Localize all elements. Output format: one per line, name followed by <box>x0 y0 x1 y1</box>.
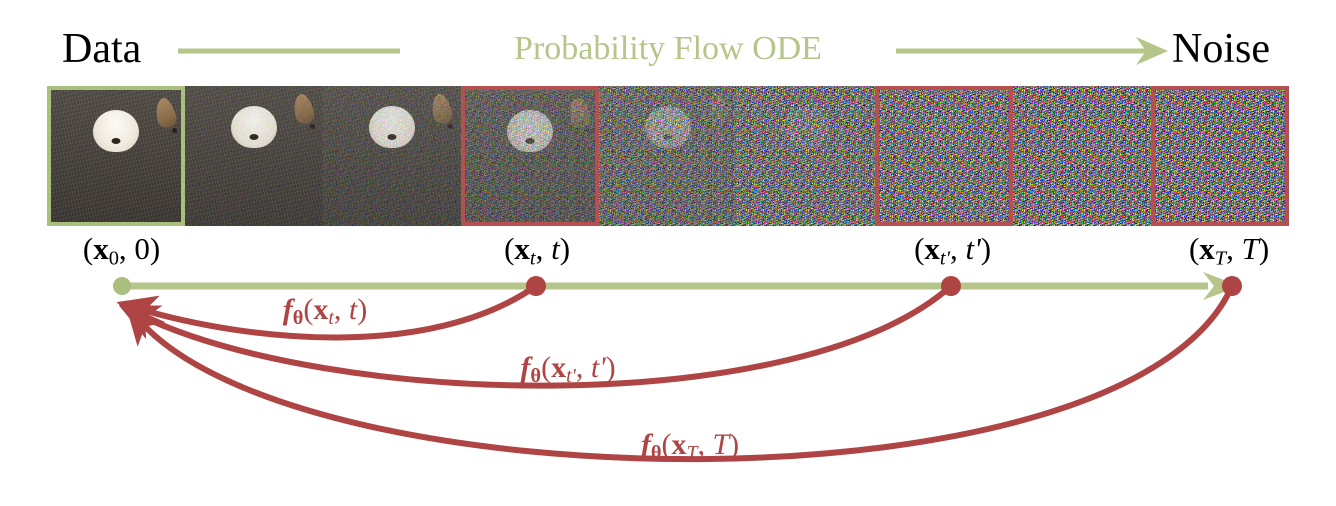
noise-layer-fine <box>185 86 323 226</box>
noise-layer-fine <box>599 86 737 226</box>
dog-photo <box>323 86 461 226</box>
noise-layer-fine <box>1013 86 1151 226</box>
node-dot-xtprime <box>941 276 961 296</box>
diffusion-frame <box>1013 86 1151 226</box>
noise-layer-fine <box>737 86 875 226</box>
consistency-flow-diagram: fθ(xt, t) fθ(xt', t') fθ(xT, T) <box>0 268 1336 506</box>
noise-layer-fine <box>323 86 461 226</box>
ode-trajectory-arrowhead <box>1203 272 1240 300</box>
noise-layer-fine <box>465 90 595 222</box>
time-label-xt: (xt, t) <box>504 231 571 270</box>
diffusion-frame-strip <box>47 86 1290 226</box>
diffusion-frame <box>737 86 875 226</box>
time-label-row: (x0, 0) (xt, t) (xt', t') (xT, T) <box>0 230 1336 270</box>
fade-layer <box>465 90 595 222</box>
time-label-xtp: (xt', t') <box>914 231 992 270</box>
noise-layer-fine <box>1155 90 1285 222</box>
time-label-x0: (x0, 0) <box>82 231 161 270</box>
consistency-arrows-svg <box>113 272 1242 463</box>
probability-flow-arrow <box>178 37 1168 65</box>
diffusion-frame <box>185 86 323 226</box>
noise-label: Noise <box>1172 26 1270 72</box>
consistency-arrow-xt <box>116 283 539 341</box>
data-label: Data <box>62 26 142 72</box>
noise-layer <box>323 86 461 226</box>
dog-photo <box>465 90 595 222</box>
noise-layer-fine <box>879 90 1009 222</box>
function-label-xT: fθ(xT, T) <box>640 428 740 465</box>
diffusion-frame <box>461 86 599 226</box>
diffusion-frame <box>47 86 185 226</box>
dog-photo <box>185 86 323 226</box>
process-header: Data Probability Flow ODE Noise <box>0 24 1336 78</box>
diffusion-frame <box>599 86 737 226</box>
function-label-xtprime: fθ(xt', t') <box>520 351 616 388</box>
diffusion-frame <box>1151 86 1289 226</box>
time-label-xT: (xT, T) <box>1188 231 1270 270</box>
noise-layer <box>599 86 737 226</box>
diffusion-frame <box>875 86 1013 226</box>
function-label-xt: fθ(xt, t) <box>282 293 368 330</box>
node-dot-x0 <box>113 277 131 295</box>
noise-layer <box>185 86 323 226</box>
consistency-arrow-xtprime <box>118 283 954 389</box>
dog-photo <box>51 90 181 222</box>
noise-layer <box>465 90 595 222</box>
node-dot-xT <box>1222 276 1242 296</box>
diffusion-frame <box>323 86 461 226</box>
node-dot-xt <box>526 276 546 296</box>
consistency-arrow-xT <box>125 283 1235 463</box>
